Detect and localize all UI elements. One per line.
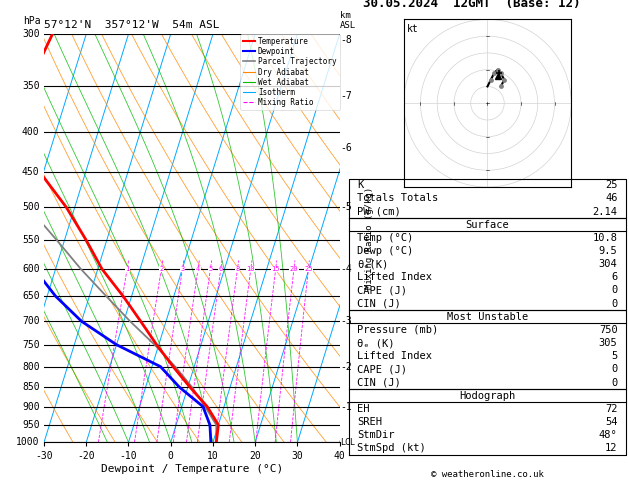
Text: 350: 350 bbox=[22, 81, 40, 91]
Text: 800: 800 bbox=[22, 362, 40, 372]
Text: K: K bbox=[357, 180, 364, 191]
Text: CIN (J): CIN (J) bbox=[357, 298, 401, 309]
Point bbox=[499, 76, 509, 84]
Text: 6: 6 bbox=[611, 272, 618, 282]
Text: Totals Totals: Totals Totals bbox=[357, 193, 438, 204]
Text: 750: 750 bbox=[599, 325, 618, 335]
Text: 500: 500 bbox=[22, 202, 40, 212]
Text: Hodograph: Hodograph bbox=[459, 391, 516, 400]
Text: θₑ(K): θₑ(K) bbox=[357, 259, 389, 269]
Text: -5: -5 bbox=[340, 202, 352, 212]
Text: -7: -7 bbox=[340, 91, 352, 101]
Text: 304: 304 bbox=[599, 259, 618, 269]
Text: 950: 950 bbox=[22, 420, 40, 430]
Text: 10: 10 bbox=[247, 266, 255, 272]
Text: 3: 3 bbox=[181, 266, 184, 272]
Text: Most Unstable: Most Unstable bbox=[447, 312, 528, 322]
Text: 300: 300 bbox=[22, 29, 40, 39]
Text: StmDir: StmDir bbox=[357, 430, 395, 440]
Text: Dewp (°C): Dewp (°C) bbox=[357, 246, 414, 256]
Text: 15: 15 bbox=[272, 266, 280, 272]
Text: 4: 4 bbox=[196, 266, 200, 272]
Text: 1: 1 bbox=[125, 266, 129, 272]
Text: PW (cm): PW (cm) bbox=[357, 207, 401, 217]
Text: 20: 20 bbox=[290, 266, 298, 272]
Text: -4: -4 bbox=[340, 264, 352, 274]
Point bbox=[486, 76, 496, 84]
Text: 30.05.2024  12GMT  (Base: 12): 30.05.2024 12GMT (Base: 12) bbox=[363, 0, 581, 10]
Text: 57°12'N  357°12'W  54m ASL: 57°12'N 357°12'W 54m ASL bbox=[44, 20, 220, 31]
Text: Surface: Surface bbox=[465, 220, 509, 230]
Text: -8: -8 bbox=[340, 35, 352, 45]
Text: 0: 0 bbox=[611, 378, 618, 387]
Text: LCL: LCL bbox=[340, 438, 355, 447]
Text: 10.8: 10.8 bbox=[593, 233, 618, 243]
Point bbox=[493, 66, 503, 73]
Text: 9.5: 9.5 bbox=[599, 246, 618, 256]
Text: 72: 72 bbox=[605, 404, 618, 414]
Text: 550: 550 bbox=[22, 235, 40, 244]
Text: 54: 54 bbox=[605, 417, 618, 427]
Text: 2.14: 2.14 bbox=[593, 207, 618, 217]
Text: EH: EH bbox=[357, 404, 370, 414]
X-axis label: Dewpoint / Temperature (°C): Dewpoint / Temperature (°C) bbox=[101, 464, 283, 474]
Text: 600: 600 bbox=[22, 264, 40, 274]
Text: 750: 750 bbox=[22, 340, 40, 350]
Text: 5: 5 bbox=[208, 266, 213, 272]
Text: CAPE (J): CAPE (J) bbox=[357, 364, 408, 374]
Text: km
ASL: km ASL bbox=[340, 11, 356, 30]
Text: 12: 12 bbox=[605, 443, 618, 453]
Text: Lifted Index: Lifted Index bbox=[357, 351, 432, 361]
Text: 6: 6 bbox=[219, 266, 223, 272]
Text: 400: 400 bbox=[22, 126, 40, 137]
Text: 700: 700 bbox=[22, 316, 40, 326]
Text: 0: 0 bbox=[611, 298, 618, 309]
Text: Temp (°C): Temp (°C) bbox=[357, 233, 414, 243]
Text: hPa: hPa bbox=[23, 16, 41, 26]
Text: -3: -3 bbox=[340, 316, 352, 326]
Text: 8: 8 bbox=[235, 266, 240, 272]
Text: CAPE (J): CAPE (J) bbox=[357, 285, 408, 295]
Text: Pressure (mb): Pressure (mb) bbox=[357, 325, 438, 335]
Legend: Temperature, Dewpoint, Parcel Trajectory, Dry Adiabat, Wet Adiabat, Isotherm, Mi: Temperature, Dewpoint, Parcel Trajectory… bbox=[240, 34, 340, 110]
Text: -1: -1 bbox=[340, 401, 352, 412]
Text: 1000: 1000 bbox=[16, 437, 40, 447]
Text: 305: 305 bbox=[599, 338, 618, 348]
Text: 25: 25 bbox=[605, 180, 618, 191]
Text: 650: 650 bbox=[22, 291, 40, 301]
Point bbox=[496, 69, 506, 77]
Text: 900: 900 bbox=[22, 401, 40, 412]
Text: 25: 25 bbox=[304, 266, 313, 272]
Text: -2: -2 bbox=[340, 362, 352, 372]
Point bbox=[496, 83, 506, 90]
Text: 46: 46 bbox=[605, 193, 618, 204]
Text: CIN (J): CIN (J) bbox=[357, 378, 401, 387]
Text: 850: 850 bbox=[22, 382, 40, 392]
Text: 2: 2 bbox=[159, 266, 164, 272]
Text: Mixing Ratio (g/kg): Mixing Ratio (g/kg) bbox=[365, 187, 374, 289]
Text: θₑ (K): θₑ (K) bbox=[357, 338, 395, 348]
Text: StmSpd (kt): StmSpd (kt) bbox=[357, 443, 426, 453]
Text: 0: 0 bbox=[611, 285, 618, 295]
Text: © weatheronline.co.uk: © weatheronline.co.uk bbox=[431, 470, 544, 479]
Point bbox=[489, 69, 499, 77]
Text: Lifted Index: Lifted Index bbox=[357, 272, 432, 282]
Text: -6: -6 bbox=[340, 143, 352, 153]
Text: kt: kt bbox=[407, 24, 419, 35]
Text: 450: 450 bbox=[22, 167, 40, 176]
Text: 5: 5 bbox=[611, 351, 618, 361]
Text: 0: 0 bbox=[611, 364, 618, 374]
Text: 48°: 48° bbox=[599, 430, 618, 440]
Text: SREH: SREH bbox=[357, 417, 382, 427]
